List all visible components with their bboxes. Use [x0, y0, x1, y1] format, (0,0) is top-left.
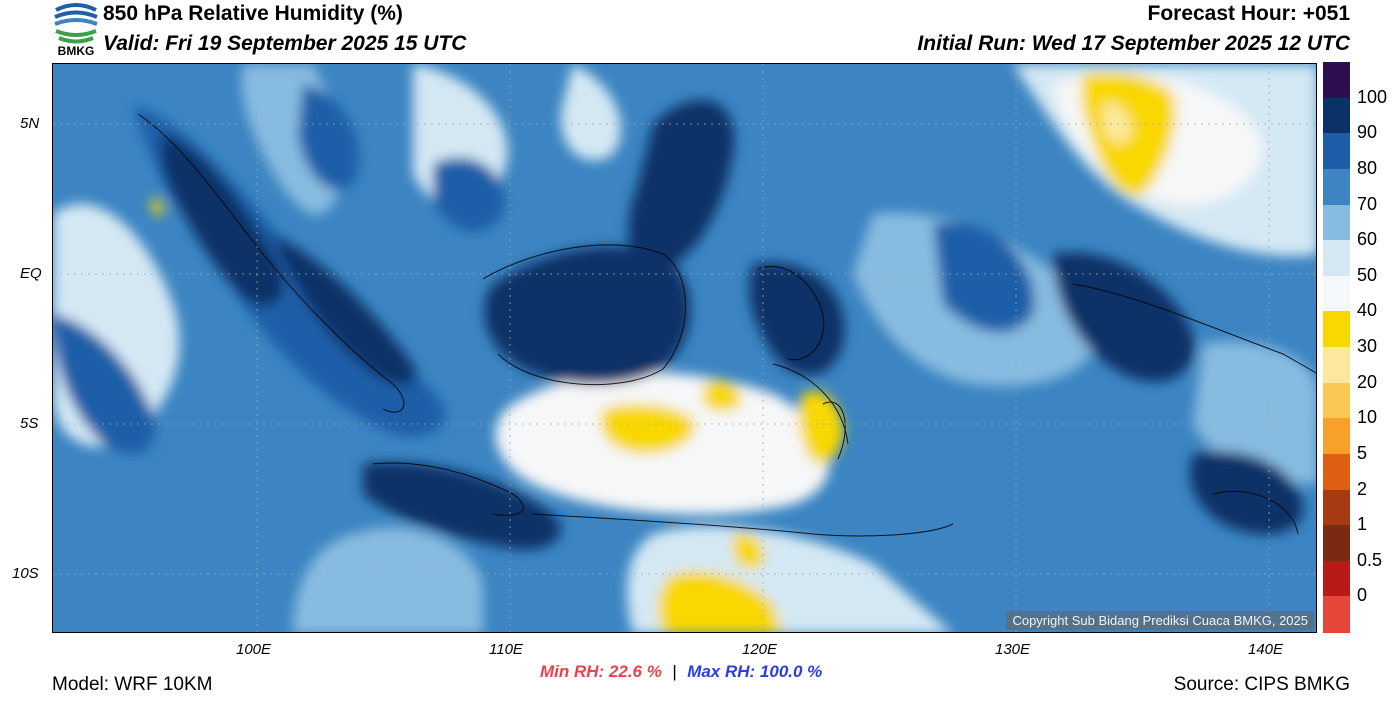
colorbar-label: 20: [1357, 371, 1378, 392]
colorbar-cell: [1323, 168, 1350, 205]
lat-label-eq: EQ: [20, 265, 42, 282]
colorbar-labels: 100 90 80 70 60 50 40 30 20 10 5 2 1 0.5 0: [1355, 62, 1400, 642]
colorbar-label: 2: [1357, 478, 1368, 499]
colorbar-label: 5: [1357, 442, 1368, 463]
forecast-hour: Forecast Hour: +051: [1147, 2, 1351, 25]
lat-label-10s: 10S: [12, 565, 39, 582]
lon-label-100e: 100E: [236, 641, 272, 658]
colorbar-label: 100: [1357, 86, 1388, 107]
colorbar-cell: [1323, 382, 1350, 419]
humidity-map: Copyright Sub Bidang Prediksi Cuaca BMKG…: [52, 63, 1317, 633]
lat-label-5n: 5N: [20, 115, 40, 132]
copyright-notice: Copyright Sub Bidang Prediksi Cuaca BMKG…: [1006, 611, 1314, 630]
colorbar-label: 50: [1357, 264, 1378, 285]
colorbar-cell: [1323, 204, 1350, 241]
lon-label-110e: 110E: [489, 641, 523, 658]
valid-time: Valid: Fri 19 September 2025 15 UTC: [103, 32, 467, 55]
colorbar-cell: [1323, 418, 1350, 455]
min-rh: Min RH: 22.6 %: [540, 662, 662, 681]
colorbar-cell: [1323, 560, 1350, 597]
initial-run: Initial Run: Wed 17 September 2025 12 UT…: [917, 32, 1350, 55]
lon-label-120e: 120E: [742, 641, 778, 658]
colorbar-label: 60: [1357, 229, 1378, 250]
colorbar-cell: [1323, 62, 1350, 99]
lat-label-5s: 5S: [20, 415, 39, 432]
humidity-map-image: [53, 64, 1316, 632]
colorbar: [1323, 62, 1350, 633]
model-label: Model: WRF 10KM: [52, 674, 213, 695]
colorbar-cell: [1323, 347, 1350, 384]
bmkg-logo: BMKG: [52, 2, 100, 60]
lon-label-130e: 130E: [995, 641, 1031, 658]
colorbar-cell: [1323, 311, 1350, 348]
lon-label-140e: 140E: [1248, 641, 1284, 658]
colorbar-label: 70: [1357, 193, 1378, 214]
min-max-separator: |: [672, 662, 677, 681]
colorbar-cell: [1323, 133, 1350, 170]
colorbar-label: 1: [1357, 514, 1368, 535]
colorbar-cell: [1323, 97, 1350, 134]
colorbar-cell: [1323, 240, 1350, 277]
colorbar-label: 30: [1357, 336, 1378, 356]
colorbar-cell: [1323, 525, 1350, 562]
colorbar-cell: [1323, 275, 1350, 312]
colorbar-label: 0: [1357, 585, 1368, 606]
min-max-rh: Min RH: 22.6 % | Max RH: 100.0 %: [540, 662, 822, 682]
source-label: Source: CIPS BMKG: [1173, 674, 1350, 695]
colorbar-label: 80: [1357, 157, 1378, 178]
bmkg-logo-text: BMKG: [57, 44, 95, 58]
map-title: 850 hPa Relative Humidity (%): [103, 2, 403, 25]
colorbar-cell: [1323, 489, 1350, 526]
max-rh: Max RH: 100.0 %: [687, 662, 823, 681]
colorbar-cell: [1323, 596, 1350, 633]
colorbar-label: 0.5: [1357, 549, 1383, 570]
bmkg-logo-icon: [54, 3, 98, 44]
colorbar-label: 40: [1357, 300, 1378, 321]
colorbar-label: 10: [1357, 407, 1378, 428]
colorbar-cell: [1323, 453, 1350, 490]
colorbar-label: 90: [1357, 122, 1378, 143]
